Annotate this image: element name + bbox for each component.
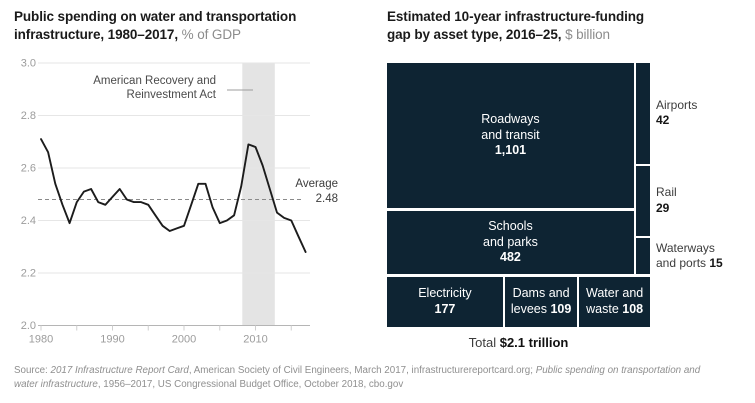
right-title-line2: gap by asset type, 2016–25, $ billion (387, 26, 747, 44)
source-title-italic: 2017 Infrastructure Report Card (50, 365, 189, 376)
treemap-block-schools: Schools and parks 482 (387, 210, 634, 275)
airports-value: 42 (656, 113, 670, 128)
x-tick-label: 1990 (100, 334, 124, 346)
water-label-line: Water and (586, 286, 643, 302)
water-label-text: waste (586, 301, 623, 316)
total-value: $2.1 trillion (499, 335, 569, 350)
arra-annotation-line2: Reinvestment Act (126, 89, 216, 101)
rail-label-text: Rail (656, 185, 677, 200)
treemap-block-dams: Dams and levees 109 (505, 276, 577, 327)
dams-label-text: Dams and (512, 286, 570, 301)
rail-label-line: Rail (656, 185, 755, 201)
roadways-label-line: Roadways (481, 112, 539, 128)
water-value: 108 (622, 301, 644, 316)
source-line2: water infrastructure, 1956–2017, US Cong… (14, 378, 754, 392)
electricity-value: 177 (434, 301, 456, 316)
treemap-block-rail (636, 166, 650, 236)
source-title-italic: water infrastructure (14, 378, 98, 390)
treemap-outside-label-rail: Rail 29 (656, 185, 755, 216)
right-chart-title: Estimated 10-year infrastructure-funding… (387, 8, 747, 44)
spending-line-chart: 3.0 2.8 2.6 2.4 2.2 2.0 1980 1990 2000 2010 (21, 58, 310, 346)
arra-annotation: American Recovery and Reinvestment Act (40, 74, 216, 102)
source-note: Source: 2017 Infrastructure Report Card,… (14, 364, 754, 391)
y-tick-label: 2.2 (21, 268, 36, 280)
left-title-line2-bold: infrastructure, 1980–2017, (14, 27, 178, 42)
airports-label-text: Airports (656, 97, 698, 112)
y-tick-label: 2.4 (21, 215, 36, 227)
treemap-block-roadways: Roadways and transit 1,101 (387, 63, 634, 209)
dams-value: 109 (550, 301, 572, 316)
source-text: Source: (14, 365, 51, 376)
rail-value: 29 (656, 200, 670, 215)
waterways-label-line: Waterways (656, 241, 755, 257)
left-chart-title: Public spending on water and transportat… (14, 8, 369, 44)
funding-gap-treemap: Roadways and transit 1,101 Schools and parks… (387, 63, 650, 327)
source-line1: Source: 2017 Infrastructure Report Card,… (14, 364, 754, 378)
schools-label-text: and parks (483, 234, 538, 249)
left-title-unit: % of GDP (181, 27, 241, 42)
dams-label-line: Dams and (513, 286, 570, 302)
roadways-value: 1,101 (494, 143, 527, 158)
schools-label-line: and parks (483, 235, 538, 251)
treemap-total: Total $2.1 trillion (387, 335, 650, 350)
x-tick-label: 2010 (243, 334, 267, 346)
treemap-block-waterways (636, 238, 650, 275)
y-tick-label: 2.8 (21, 110, 36, 122)
arra-band (242, 63, 275, 326)
average-label: Average 2.48 (274, 177, 338, 206)
schools-label-line: Schools (488, 219, 532, 235)
waterways-label-text: Waterways (656, 240, 715, 255)
source-text: , American Society of Civil Engineers, M… (188, 365, 536, 376)
spending-series-line (40, 138, 307, 253)
x-tick-label: 2000 (172, 334, 196, 346)
y-tick-label: 3.0 (21, 58, 36, 70)
right-title-line1: Estimated 10-year infrastructure-funding (387, 9, 645, 24)
left-title-line2: infrastructure, 1980–2017, % of GDP (14, 26, 369, 44)
x-tick-label: 1980 (29, 334, 53, 346)
y-tick-label: 2.0 (21, 320, 36, 332)
right-title-unit: $ billion (565, 27, 610, 42)
arra-annotation-line1: American Recovery and (93, 75, 216, 87)
airports-label-line: Airports (656, 98, 755, 114)
water-label-line: waste 108 (586, 302, 643, 318)
treemap-outside-label-airports: Airports 42 (656, 98, 755, 129)
left-title-line1: Public spending on water and transportat… (14, 9, 297, 24)
treemap-block-water: Water and waste 108 (579, 276, 650, 327)
water-label-text: Water and (586, 286, 644, 301)
source-text: , 1956–2017, US Congressional Budget Off… (97, 378, 404, 390)
waterways-value: 15 (709, 256, 723, 271)
schools-label-text: Schools (488, 219, 533, 234)
roadways-label-text: Roadways (481, 112, 540, 127)
dams-label-line: levees 109 (511, 302, 571, 318)
average-value: 2.48 (315, 192, 338, 205)
waterways-label-line: and ports 15 (656, 256, 755, 272)
electricity-label-text: Electricity (418, 286, 472, 301)
treemap-block-airports (636, 63, 650, 164)
waterways-label-text: and ports (656, 256, 710, 271)
treemap-block-electricity: Electricity 177 (387, 276, 503, 327)
treemap-outside-label-waterways: Waterways and ports 15 (656, 241, 755, 272)
source-title-italic: Public spending on transportation and (535, 365, 701, 376)
roadways-label-line: and transit (481, 128, 539, 144)
schools-value: 482 (500, 250, 521, 265)
right-title-line2-bold: gap by asset type, 2016–25, (387, 27, 562, 42)
electricity-label-line: Electricity (418, 286, 471, 302)
total-label: Total (468, 335, 497, 350)
y-tick-label: 2.6 (21, 163, 36, 175)
roadways-label-text: and transit (481, 127, 540, 142)
average-word: Average (295, 178, 338, 190)
dams-label-text: levees (510, 301, 551, 316)
